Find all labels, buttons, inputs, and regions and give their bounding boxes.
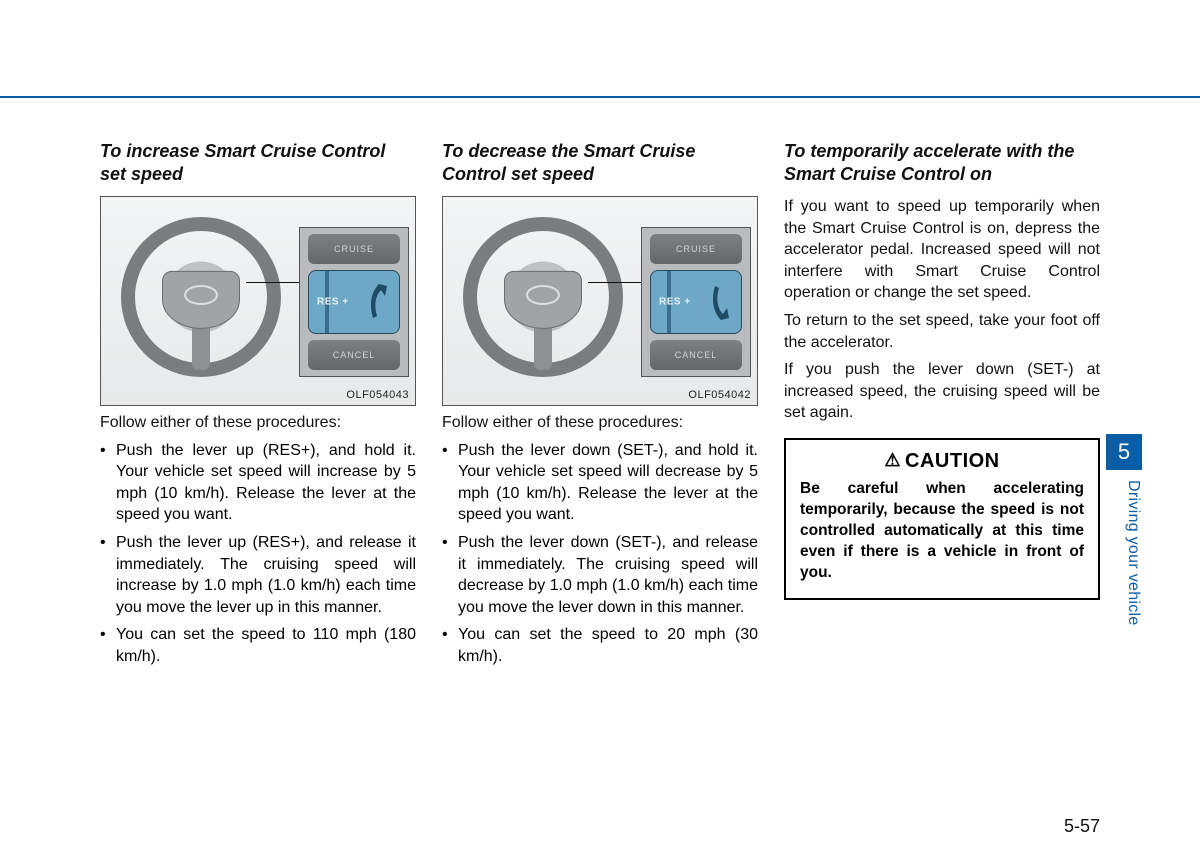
caution-body: Be careful when accelerating temporarily… [800, 479, 1084, 584]
cruise-control-inset: CRUISE RES + CANCEL [299, 227, 409, 377]
chapter-tab: 5 [1106, 434, 1142, 470]
res-set-wheel: RES + [308, 270, 400, 334]
list-item: Push the lever up (RES+), and release it… [100, 532, 416, 618]
heading-decrease: To decrease the Smart Cruise Control set… [442, 140, 758, 186]
figure-id: OLF054043 [346, 389, 409, 401]
cruise-button-label: CRUISE [308, 234, 400, 264]
figure-decrease: CRUISE RES + CANCEL OLF054042 [442, 196, 758, 406]
steering-wheel-illustration [121, 217, 281, 377]
list-item: Push the lever down (SET-), and hold it.… [442, 440, 758, 526]
cruise-button-label: CRUISE [650, 234, 742, 264]
arrow-down-icon [705, 282, 737, 322]
heading-accelerate: To temporarily accelerate with the Smart… [784, 140, 1100, 186]
res-set-wheel: RES + [650, 270, 742, 334]
caution-title-text: CAUTION [905, 450, 1000, 472]
chapter-label: Driving your vehicle [1106, 480, 1142, 740]
header-rule [0, 96, 1200, 98]
cancel-button-label: CANCEL [650, 340, 742, 370]
procedure-list-decrease: Push the lever down (SET-), and hold it.… [442, 440, 758, 674]
arrow-up-icon [363, 282, 395, 322]
list-item: Push the lever up (RES+), and hold it. Y… [100, 440, 416, 526]
paragraph: If you push the lever down (SET-) at inc… [784, 359, 1100, 424]
column-temporary-accelerate: To temporarily accelerate with the Smart… [784, 140, 1100, 674]
cruise-control-inset: CRUISE RES + CANCEL [641, 227, 751, 377]
page-content: To increase Smart Cruise Control set spe… [100, 140, 1100, 674]
figure-increase: CRUISE RES + CANCEL OLF054043 [100, 196, 416, 406]
caution-title: ⚠CAUTION [800, 450, 1084, 473]
res-label: RES + [317, 297, 349, 308]
caution-box: ⚠CAUTION Be careful when accelerating te… [784, 438, 1100, 600]
column-increase: To increase Smart Cruise Control set spe… [100, 140, 416, 674]
procedure-list-increase: Push the lever up (RES+), and hold it. Y… [100, 440, 416, 674]
steering-wheel-illustration [463, 217, 623, 377]
cancel-button-label: CANCEL [308, 340, 400, 370]
figure-id: OLF054042 [688, 389, 751, 401]
paragraph: To return to the set speed, take your fo… [784, 310, 1100, 353]
page-number: 5-57 [1064, 816, 1100, 837]
paragraph: If you want to speed up temporarily when… [784, 196, 1100, 304]
list-item: Push the lever down (SET-), and release … [442, 532, 758, 618]
intro-text: Follow either of these procedures: [100, 412, 416, 434]
intro-text: Follow either of these procedures: [442, 412, 758, 434]
list-item: You can set the speed to 20 mph (30 km/h… [442, 624, 758, 667]
heading-increase: To increase Smart Cruise Control set spe… [100, 140, 416, 186]
caution-icon: ⚠ [884, 450, 901, 471]
column-decrease: To decrease the Smart Cruise Control set… [442, 140, 758, 674]
res-label: RES + [659, 297, 691, 308]
list-item: You can set the speed to 110 mph (180 km… [100, 624, 416, 667]
